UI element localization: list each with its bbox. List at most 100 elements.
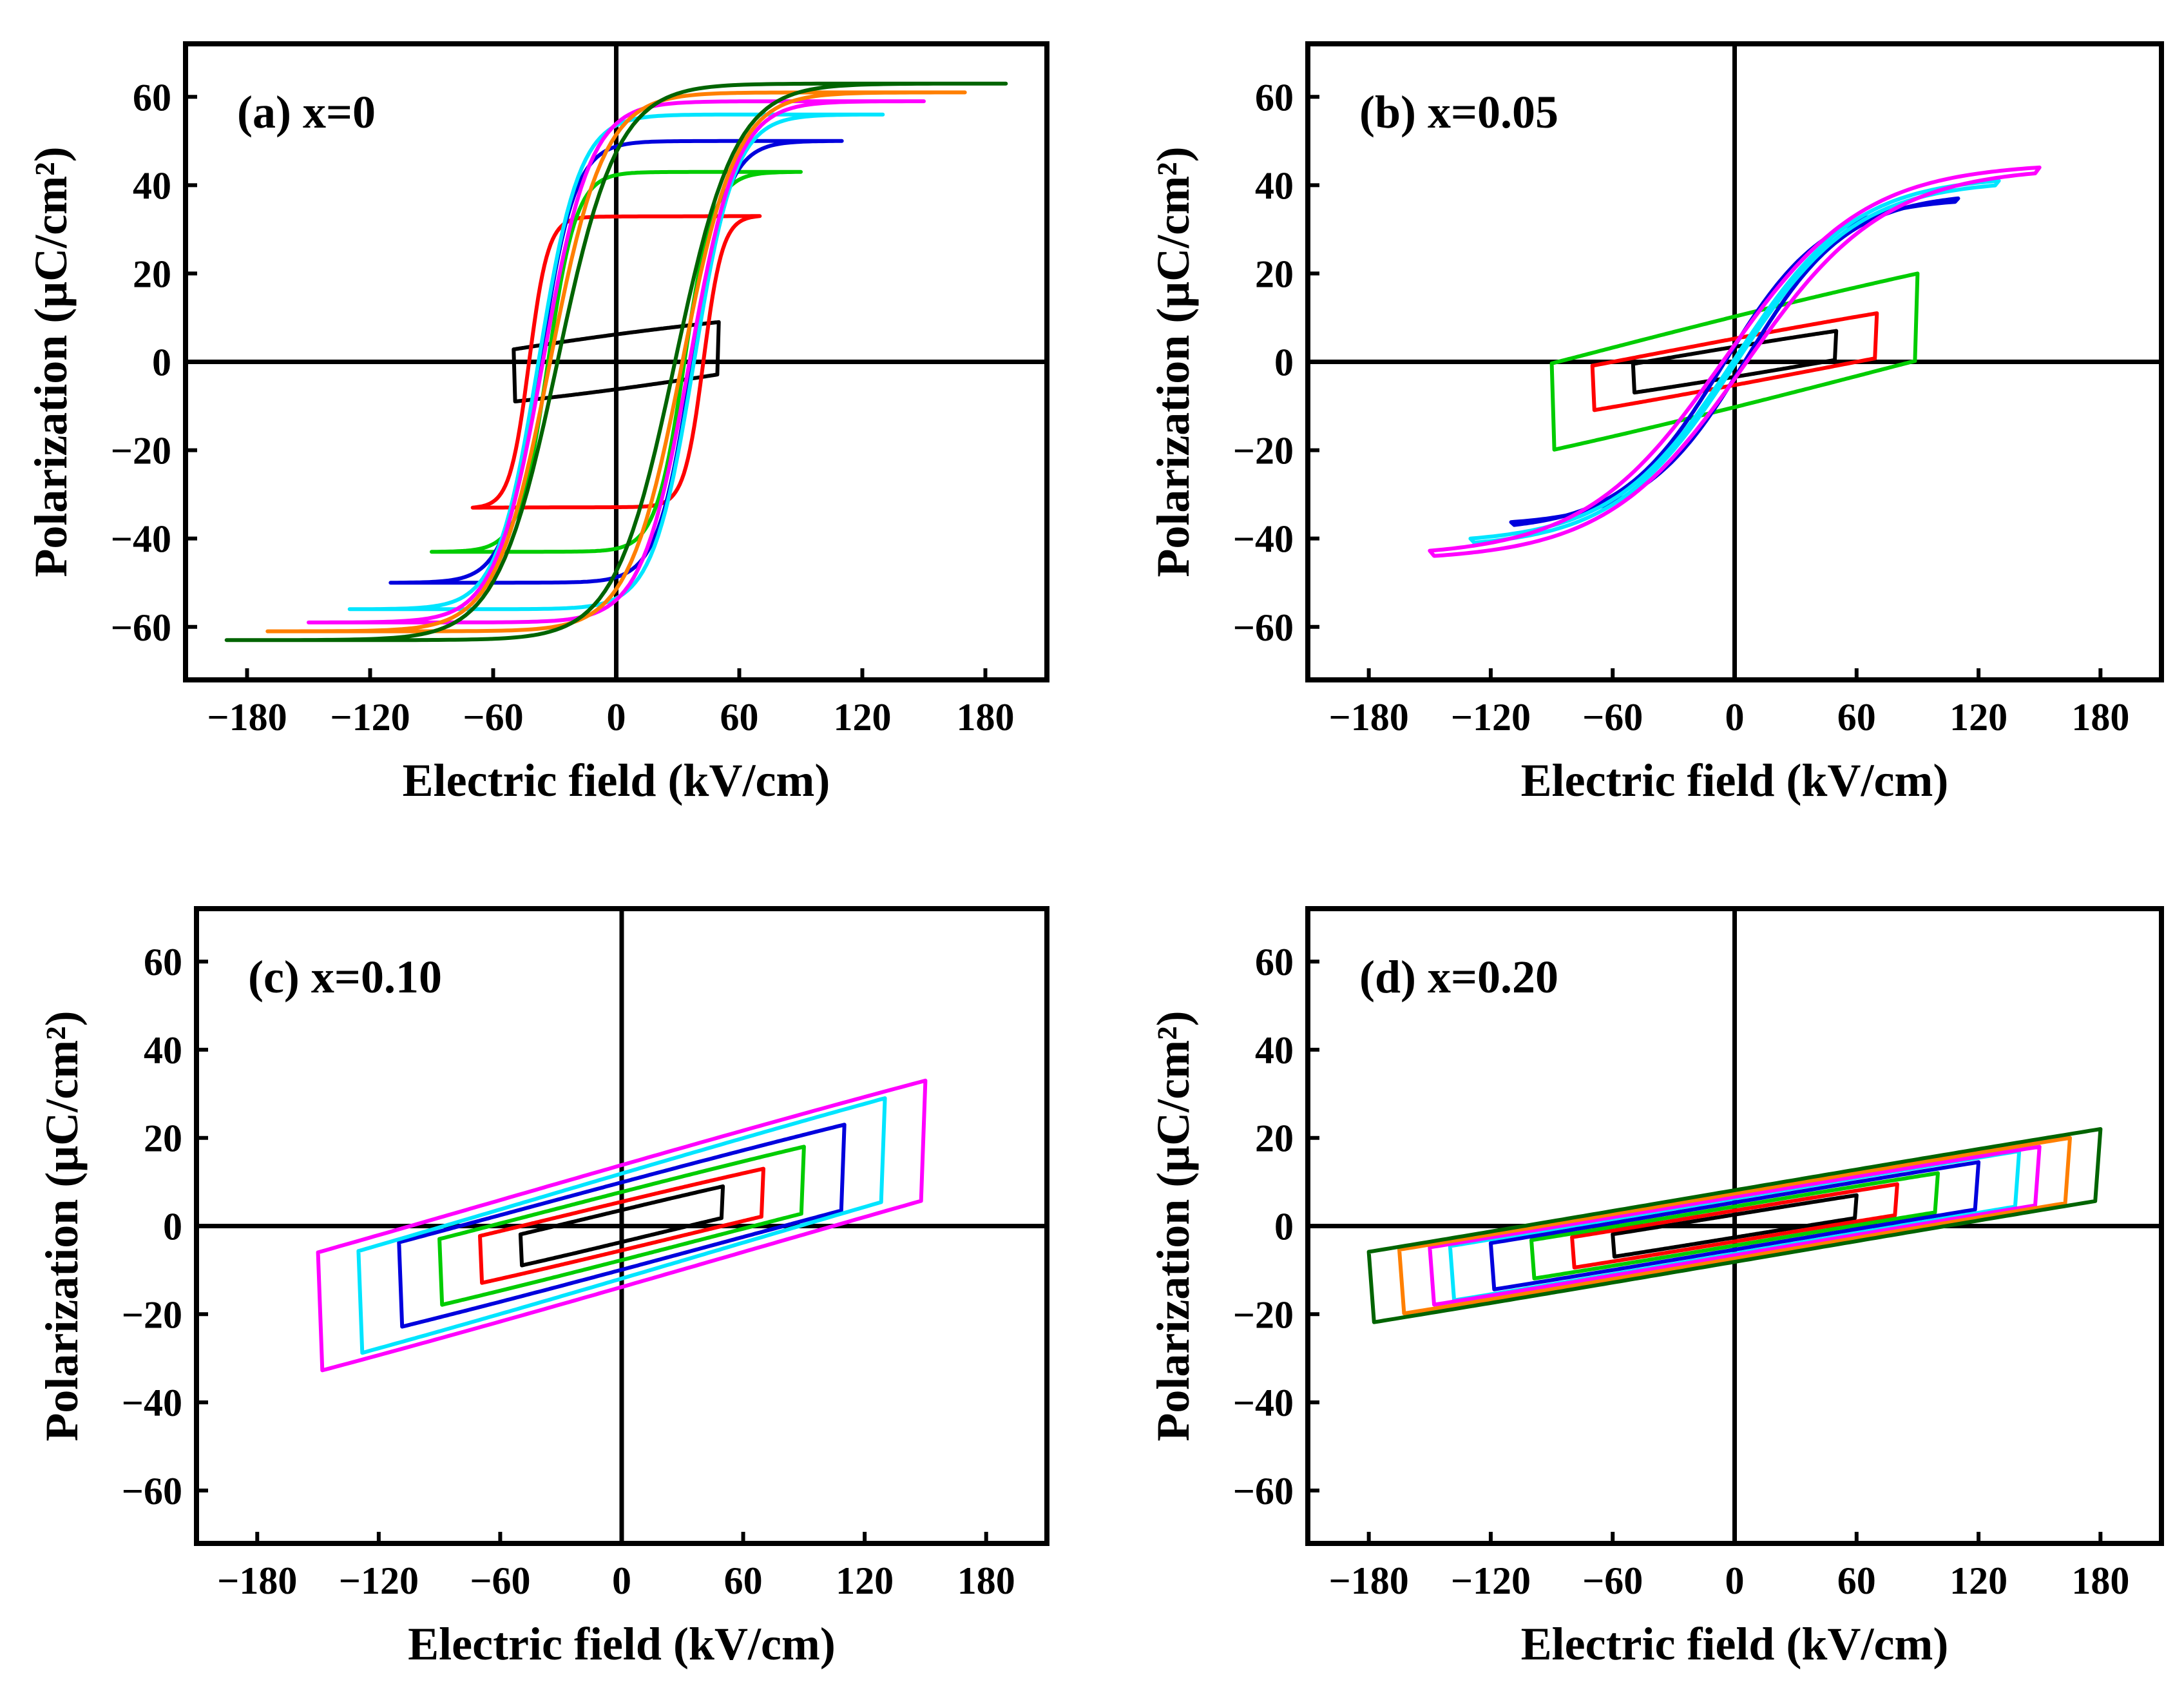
x-tick-label: 60 — [724, 1560, 763, 1602]
y-tick-label: −20 — [111, 430, 171, 472]
y-tick-label: −20 — [122, 1293, 182, 1336]
series-group — [1428, 165, 2042, 558]
x-axis-title: Electric field (kV/cm) — [403, 755, 830, 806]
x-axis-title: Electric field (kV/cm) — [1521, 1618, 1949, 1670]
series-loop-5 — [316, 1078, 928, 1373]
series-loop-6 — [1397, 1135, 2072, 1316]
series-loop-5 — [1428, 1145, 2042, 1307]
y-tick-label: 40 — [133, 164, 171, 207]
y-tick-label: 20 — [1255, 253, 1294, 295]
series-loop-0 — [518, 1184, 725, 1268]
y-tick-label: 60 — [133, 76, 171, 119]
panel-label: (a) x=0 — [237, 86, 376, 138]
y-tick-label: 20 — [144, 1117, 182, 1160]
panel-label: (b) x=0.05 — [1359, 86, 1558, 138]
y-tick-label: 40 — [144, 1029, 182, 1072]
x-tick-label: 180 — [2071, 1560, 2129, 1602]
y-tick-label: 60 — [1255, 76, 1294, 119]
panel-label: (c) x=0.10 — [248, 951, 442, 1003]
series-loop-1 — [470, 214, 762, 510]
y-tick-label: 60 — [144, 941, 182, 983]
x-tick-label: 180 — [2071, 696, 2129, 739]
series-loop-1 — [1590, 311, 1879, 412]
x-tick-label: −120 — [1451, 1560, 1531, 1602]
series-loop-5 — [1428, 165, 2042, 558]
series-loop-4 — [1468, 179, 2001, 545]
series-loop-7 — [224, 81, 1008, 643]
x-tick-label: 0 — [612, 1560, 631, 1602]
x-tick-label: 0 — [607, 696, 626, 739]
y-tick-label: 40 — [1255, 1029, 1294, 1072]
x-tick-label: −180 — [1329, 696, 1409, 739]
x-tick-label: −120 — [339, 1560, 419, 1602]
y-tick-label: 0 — [1274, 342, 1294, 384]
x-tick-label: −60 — [463, 696, 523, 739]
y-tick-label: −60 — [1233, 606, 1294, 649]
y-tick-label: 0 — [163, 1206, 182, 1248]
x-tick-label: −60 — [1582, 1560, 1643, 1602]
y-tick-label: 20 — [1255, 1117, 1294, 1160]
y-tick-label: −40 — [122, 1382, 182, 1424]
y-tick-label: −20 — [1233, 1293, 1294, 1336]
y-axis-title: Polarization (μC/cm²) — [1147, 146, 1199, 577]
x-tick-label: −60 — [1582, 696, 1643, 739]
y-tick-label: 0 — [1274, 1206, 1294, 1248]
x-tick-label: 60 — [720, 696, 759, 739]
series-loop-2 — [1529, 1171, 1940, 1280]
x-tick-label: 0 — [1725, 696, 1745, 739]
x-tick-label: −180 — [217, 1560, 297, 1602]
series-group — [1366, 1127, 2103, 1324]
panel-b: −180 −120 −60 0 60 120 180 −60 −40 −20 0 20 40 60 Elec… — [1147, 41, 2164, 806]
x-tick-label: 120 — [1949, 1560, 2007, 1602]
series-loop-4 — [356, 1096, 887, 1355]
series-loop-7 — [1366, 1127, 2103, 1324]
y-axis-title: Polarization (μC/cm²) — [25, 146, 77, 577]
y-tick-label: 40 — [1255, 164, 1294, 207]
x-tick-label: −60 — [470, 1560, 530, 1602]
x-tick-label: −120 — [1451, 696, 1531, 739]
x-tick-label: 180 — [957, 696, 1015, 739]
series-loop-2 — [437, 1145, 806, 1307]
panel-a: −180 −120 −60 0 60 120 180 −60 −40 −20 0 20 40 60 Elec… — [25, 41, 1049, 806]
y-tick-label: −60 — [122, 1470, 182, 1512]
y-tick-label: 60 — [1255, 941, 1294, 983]
y-tick-label: −40 — [1233, 1382, 1294, 1424]
x-tick-label: 120 — [1949, 696, 2007, 739]
panel-label: (d) x=0.20 — [1359, 951, 1558, 1003]
panel-d: −180 −120 −60 0 60 120 180 −60 −40 −20 0 20 40 60 Elec… — [1147, 906, 2164, 1670]
series-loop-3 — [397, 1123, 847, 1329]
x-tick-label: −120 — [330, 696, 410, 739]
panel-c: −180 −120 −60 0 60 120 180 −60 −40 −20 0 20 40 60 Elec… — [36, 906, 1049, 1670]
series-loop-1 — [478, 1166, 765, 1285]
y-tick-label: −60 — [111, 606, 171, 649]
x-tick-label: −180 — [207, 696, 287, 739]
x-axis-title: Electric field (kV/cm) — [1521, 755, 1949, 806]
y-tick-label: −20 — [1233, 430, 1294, 472]
y-tick-label: −40 — [111, 518, 171, 561]
x-tick-label: −180 — [1329, 1560, 1409, 1602]
series-loop-0 — [1611, 1193, 1859, 1259]
x-tick-label: 0 — [1725, 1560, 1745, 1602]
series-loop-3 — [1488, 1160, 1981, 1291]
y-tick-label: −40 — [1233, 518, 1294, 561]
y-axis-title: Polarization (μC/cm²) — [1147, 1010, 1199, 1441]
y-tick-label: 20 — [133, 253, 171, 295]
x-tick-label: 60 — [1837, 1560, 1876, 1602]
y-axis-title: Polarization (μC/cm²) — [36, 1010, 88, 1441]
series-group — [224, 81, 1008, 643]
x-tick-label: 60 — [1837, 696, 1876, 739]
series-loop-0 — [1631, 329, 1839, 395]
x-tick-label: 180 — [957, 1560, 1015, 1602]
x-axis-title: Electric field (kV/cm) — [408, 1618, 836, 1670]
x-tick-label: 120 — [834, 696, 892, 739]
series-loop-4 — [347, 112, 885, 612]
x-tick-label: 120 — [836, 1560, 894, 1602]
series-loop-2 — [430, 169, 803, 554]
y-tick-label: −60 — [1233, 1470, 1294, 1512]
series-loop-6 — [265, 90, 967, 633]
series-group — [316, 1078, 928, 1373]
series-loop-0 — [512, 320, 721, 403]
series-loop-1 — [1570, 1182, 1899, 1270]
y-tick-label: 0 — [152, 342, 171, 384]
